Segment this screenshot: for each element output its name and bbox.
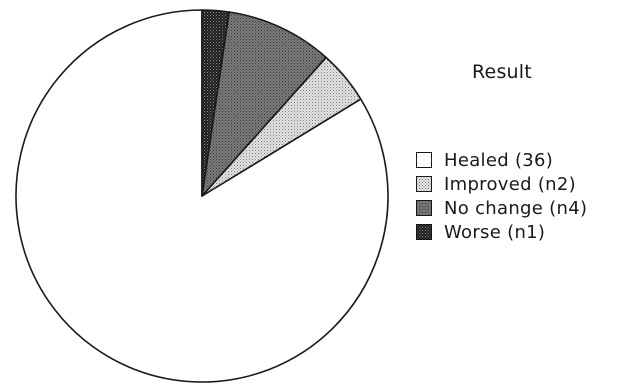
legend-title: Result [472, 61, 532, 83]
legend-label-healed: Healed (36) [444, 150, 553, 171]
legend: Healed (36) Improved (n2) No change (n4)… [416, 148, 587, 244]
legend-label-worse: Worse (n1) [444, 222, 545, 243]
legend-label-improved: Improved (n2) [444, 174, 576, 195]
pie-slices [16, 10, 388, 382]
legend-swatch-healed [416, 152, 432, 168]
legend-label-no-change: No change (n4) [444, 198, 587, 219]
legend-swatch-no-change [416, 200, 432, 216]
legend-swatch-improved [416, 176, 432, 192]
legend-swatch-worse [416, 224, 432, 240]
legend-item-worse: Worse (n1) [416, 220, 587, 244]
legend-item-no-change: No change (n4) [416, 196, 587, 220]
legend-item-improved: Improved (n2) [416, 172, 587, 196]
legend-item-healed: Healed (36) [416, 148, 587, 172]
